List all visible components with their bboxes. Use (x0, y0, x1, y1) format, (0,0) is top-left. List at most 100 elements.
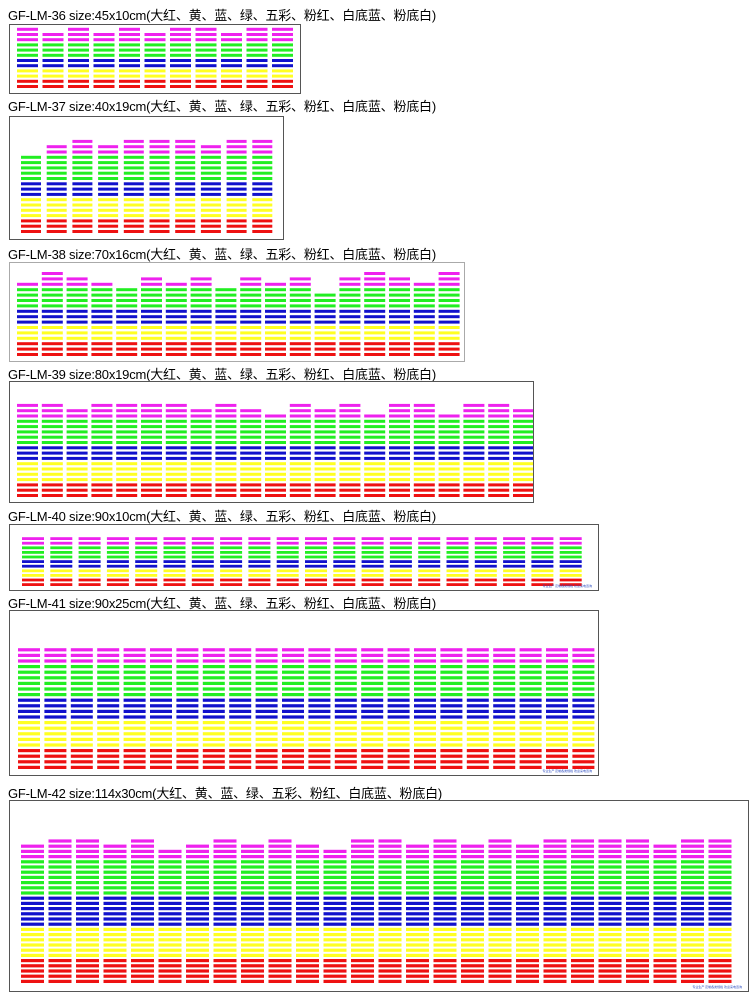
led-segment (91, 451, 113, 455)
led-segment (103, 886, 127, 890)
led-segment (708, 901, 732, 905)
led-segment (116, 320, 138, 324)
led-segment (493, 754, 516, 758)
led-segment (364, 282, 386, 286)
led-segment (41, 293, 63, 297)
led-segment (141, 293, 162, 297)
led-segment (215, 483, 237, 487)
led-segment (334, 732, 357, 736)
led-segment (18, 704, 40, 708)
led-segment (519, 653, 542, 657)
led-segment (229, 681, 252, 685)
led-segment (78, 537, 101, 540)
led-segment (229, 749, 252, 753)
equalizer-column (488, 403, 510, 497)
led-segment (48, 901, 72, 905)
led-segment (351, 948, 374, 952)
led-segment (66, 293, 88, 297)
led-segment (116, 288, 138, 292)
led-segment (314, 299, 336, 302)
led-segment (246, 64, 268, 68)
led-segment (413, 414, 435, 418)
led-segment (413, 441, 435, 444)
led-segment (351, 943, 374, 947)
led-segment (215, 467, 237, 471)
equalizer-column (119, 27, 140, 88)
led-segment (334, 754, 357, 758)
led-segment (248, 583, 271, 586)
led-segment (246, 59, 268, 62)
led-segment (488, 953, 512, 957)
led-segment (176, 721, 199, 725)
led-segment (488, 886, 512, 890)
led-segment (414, 693, 436, 697)
led-segment (571, 938, 594, 942)
led-segment (72, 219, 93, 223)
led-segment (333, 551, 356, 554)
led-segment (158, 964, 182, 968)
led-segment (70, 704, 93, 708)
led-segment (268, 974, 292, 978)
led-segment (387, 704, 410, 708)
led-segment (195, 79, 217, 83)
led-segment (323, 933, 347, 937)
led-segment (76, 886, 99, 890)
led-segment (103, 907, 127, 911)
title-gf-lm-39: GF-LM-39 size:80x19cm(大红、黄、蓝、绿、五彩、粉红、白底蓝… (8, 367, 436, 382)
led-segment (572, 659, 595, 663)
led-segment (708, 969, 732, 973)
led-segment (103, 896, 127, 900)
led-segment (41, 414, 63, 418)
led-segment (252, 139, 273, 143)
led-segment (103, 870, 127, 874)
led-segment (215, 309, 237, 313)
led-segment (466, 670, 489, 674)
led-segment (493, 698, 516, 702)
led-segment (361, 693, 384, 697)
equalizer-column (314, 409, 336, 497)
led-segment (226, 150, 247, 154)
led-segment (241, 943, 264, 947)
led-segment (18, 743, 40, 747)
led-segment (141, 277, 162, 281)
led-segment (546, 670, 568, 674)
led-segment (268, 948, 292, 952)
led-segment (339, 435, 361, 439)
led-segment (516, 875, 539, 879)
led-segment (265, 488, 286, 492)
led-segment (466, 698, 489, 702)
led-segment (543, 917, 567, 921)
led-segment (461, 907, 484, 911)
led-segment (248, 560, 271, 563)
led-segment (516, 979, 539, 983)
led-segment (559, 574, 582, 577)
led-segment (413, 456, 435, 460)
led-segment (438, 309, 460, 313)
led-segment (323, 927, 347, 931)
led-segment (103, 938, 127, 942)
led-segment (708, 855, 732, 859)
led-segment (46, 224, 67, 228)
led-segment (48, 881, 72, 885)
equalizer-column (131, 839, 154, 983)
led-segment (91, 282, 113, 286)
led-segment (135, 541, 158, 545)
led-segment (438, 293, 460, 297)
led-segment (438, 425, 460, 429)
led-segment (414, 721, 436, 725)
led-segment (141, 425, 162, 429)
led-segment (149, 139, 170, 143)
led-segment (190, 446, 212, 450)
led-segment (708, 844, 732, 848)
led-segment (255, 743, 278, 747)
led-segment (333, 578, 356, 582)
led-segment (272, 85, 293, 88)
led-segment (389, 541, 412, 545)
led-segment (440, 681, 463, 685)
led-segment (440, 648, 463, 652)
led-segment (488, 430, 510, 434)
led-segment (119, 48, 140, 52)
led-segment (488, 419, 510, 423)
led-segment (241, 849, 264, 853)
led-segment (493, 681, 516, 685)
